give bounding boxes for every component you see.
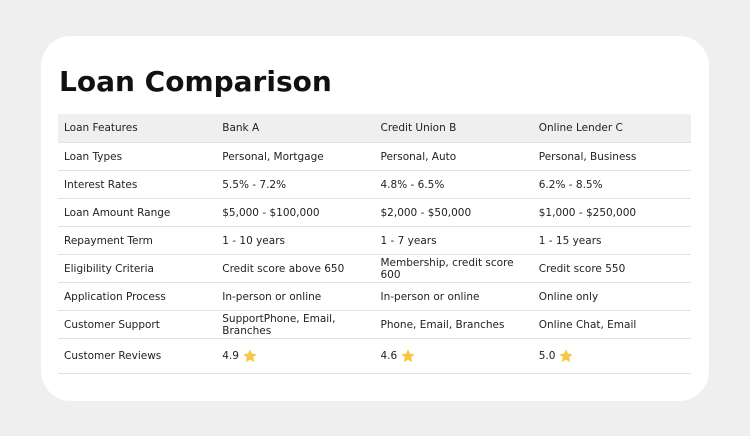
header-cell: Bank A xyxy=(216,114,375,143)
cell: 1 - 10 years xyxy=(216,226,375,255)
cell: Eligibility Criteria xyxy=(58,254,217,283)
cell-text: Online Chat, Email xyxy=(538,318,637,331)
table-body: Loan Types Personal, Mortgage Personal, Au… xyxy=(58,142,691,374)
cell: 4.8% - 6.5% xyxy=(374,170,533,199)
title: Loan Comparison xyxy=(59,65,332,98)
cell: 6.2% - 8.5% xyxy=(532,170,691,199)
cell: Customer Support xyxy=(58,310,217,339)
table-row: Eligibility Criteria Credit score above 6… xyxy=(58,254,691,283)
cell-text: Online only xyxy=(538,290,599,303)
cell: Online Chat, Email xyxy=(532,310,691,339)
cell: Phone, Email, Branches xyxy=(374,310,533,339)
cell-text: In-person or online xyxy=(380,290,480,303)
cell: Credit score above 650 xyxy=(216,254,375,283)
star-icon xyxy=(243,349,257,363)
table-row: Customer Reviews 4.9 4.6 5.0 xyxy=(58,338,691,374)
cell: Personal, Mortgage xyxy=(216,142,375,171)
header-row: Loan Features Bank A Credit Union B Online … xyxy=(58,114,691,143)
table-header: Loan Features Bank A Credit Union B Online … xyxy=(58,114,691,143)
cell-text: 1 - 15 years xyxy=(538,234,602,247)
cell-text: 5.5% - 7.2% xyxy=(222,178,287,191)
cell: 4.9 xyxy=(216,338,375,374)
cell-text: Loan Types xyxy=(64,150,123,163)
cell-text: SupportPhone, Email, Branches xyxy=(222,312,336,337)
cell-text: 5.0 xyxy=(538,350,556,362)
cell-text: Phone, Email, Branches xyxy=(380,318,505,331)
cell-text: 1 - 7 years xyxy=(380,234,437,247)
cell: 4.6 xyxy=(374,338,533,374)
cell-text: Personal, Auto xyxy=(380,150,457,163)
cell: In-person or online xyxy=(374,282,533,311)
cell-text: Credit score 550 xyxy=(538,262,626,275)
cell: 5.5% - 7.2% xyxy=(216,170,375,199)
cell-text: In-person or online xyxy=(222,290,322,303)
comparison-table: Loan Features Bank A Credit Union B Online … xyxy=(58,114,691,374)
table-row: Loan Types Personal, Mortgage Personal, Au… xyxy=(58,142,691,171)
star-icon xyxy=(559,349,574,363)
cell-text: Personal, Business xyxy=(538,150,637,163)
table-row: Application Process In-person or online In… xyxy=(58,282,691,311)
cell: Loan Types xyxy=(58,142,217,171)
cell: $1,000 - $250,000 xyxy=(532,198,691,227)
cell-text: 6.2% - 8.5% xyxy=(538,178,603,191)
header-cell: Credit Union B xyxy=(374,114,533,143)
cell: 1 - 7 years xyxy=(374,226,533,255)
cell-text: 1 - 10 years xyxy=(222,234,285,247)
cell: 1 - 15 years xyxy=(532,226,691,255)
header-cell: Online Lender C xyxy=(532,114,691,143)
cell: Membership, credit score 600 xyxy=(374,254,533,283)
cell: Interest Rates xyxy=(58,170,217,199)
cell: Repayment Term xyxy=(58,226,217,255)
cell-text: 4.8% - 6.5% xyxy=(380,178,445,191)
card: Loan Comparison Loan Features Bank A Credi… xyxy=(41,36,709,401)
cell: $2,000 - $50,000 xyxy=(374,198,533,227)
table-row: Customer Support SupportPhone, Email, Bra… xyxy=(58,310,691,339)
cell-text: 4.6 xyxy=(380,350,398,362)
cell: Personal, Auto xyxy=(374,142,533,171)
table-row: Repayment Term 1 - 10 years 1 - 7 years 1 -… xyxy=(58,226,691,255)
cell-text: Interest Rates xyxy=(64,178,138,191)
header-cell: Loan Features xyxy=(58,114,217,143)
cell-text: Application Process xyxy=(64,290,166,303)
table-row: Interest Rates 5.5% - 7.2% 4.8% - 6.5% 6.2%… xyxy=(58,170,691,199)
cell: Application Process xyxy=(58,282,217,311)
cell: Loan Amount Range xyxy=(58,198,217,227)
cell: Personal, Business xyxy=(532,142,691,171)
cell: Credit score 550 xyxy=(532,254,691,283)
cell: In-person or online xyxy=(216,282,375,311)
cell-text: Repayment Term xyxy=(64,234,153,247)
cell-text: Customer Support xyxy=(64,318,160,331)
cell-text: Credit score above 650 xyxy=(222,262,345,275)
cell-text: $1,000 - $250,000 xyxy=(538,206,637,219)
cell-text: Membership, credit score 600 xyxy=(380,256,514,281)
cell-text: Loan Amount Range xyxy=(64,206,171,219)
cell-text: $2,000 - $50,000 xyxy=(380,206,472,219)
cell-text: Customer Reviews xyxy=(64,350,162,362)
cell: Customer Reviews xyxy=(58,338,217,374)
cell-text: 4.9 xyxy=(222,350,239,362)
table-row: Loan Amount Range $5,000 - $100,000 $2,000… xyxy=(58,198,691,227)
cell-text: Personal, Mortgage xyxy=(222,150,324,163)
cell-text: Eligibility Criteria xyxy=(64,262,154,275)
cell-text: $5,000 - $100,000 xyxy=(222,206,320,219)
cell: Online only xyxy=(532,282,691,311)
cell: $5,000 - $100,000 xyxy=(216,198,375,227)
cell: 5.0 xyxy=(532,338,691,374)
cell: SupportPhone, Email, Branches xyxy=(216,310,375,339)
star-icon xyxy=(401,349,415,363)
